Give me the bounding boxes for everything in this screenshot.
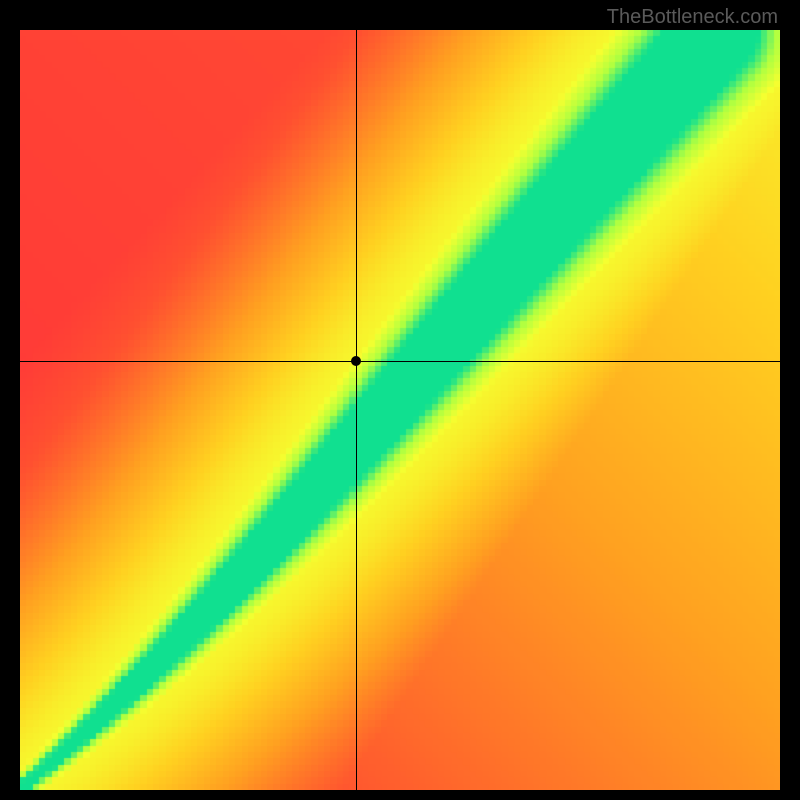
crosshair-horizontal [20,361,780,362]
crosshair-vertical [356,30,357,790]
heatmap-canvas [20,30,780,790]
data-point-marker [351,356,361,366]
heatmap-plot [20,30,780,790]
watermark-text: TheBottleneck.com [607,6,778,29]
